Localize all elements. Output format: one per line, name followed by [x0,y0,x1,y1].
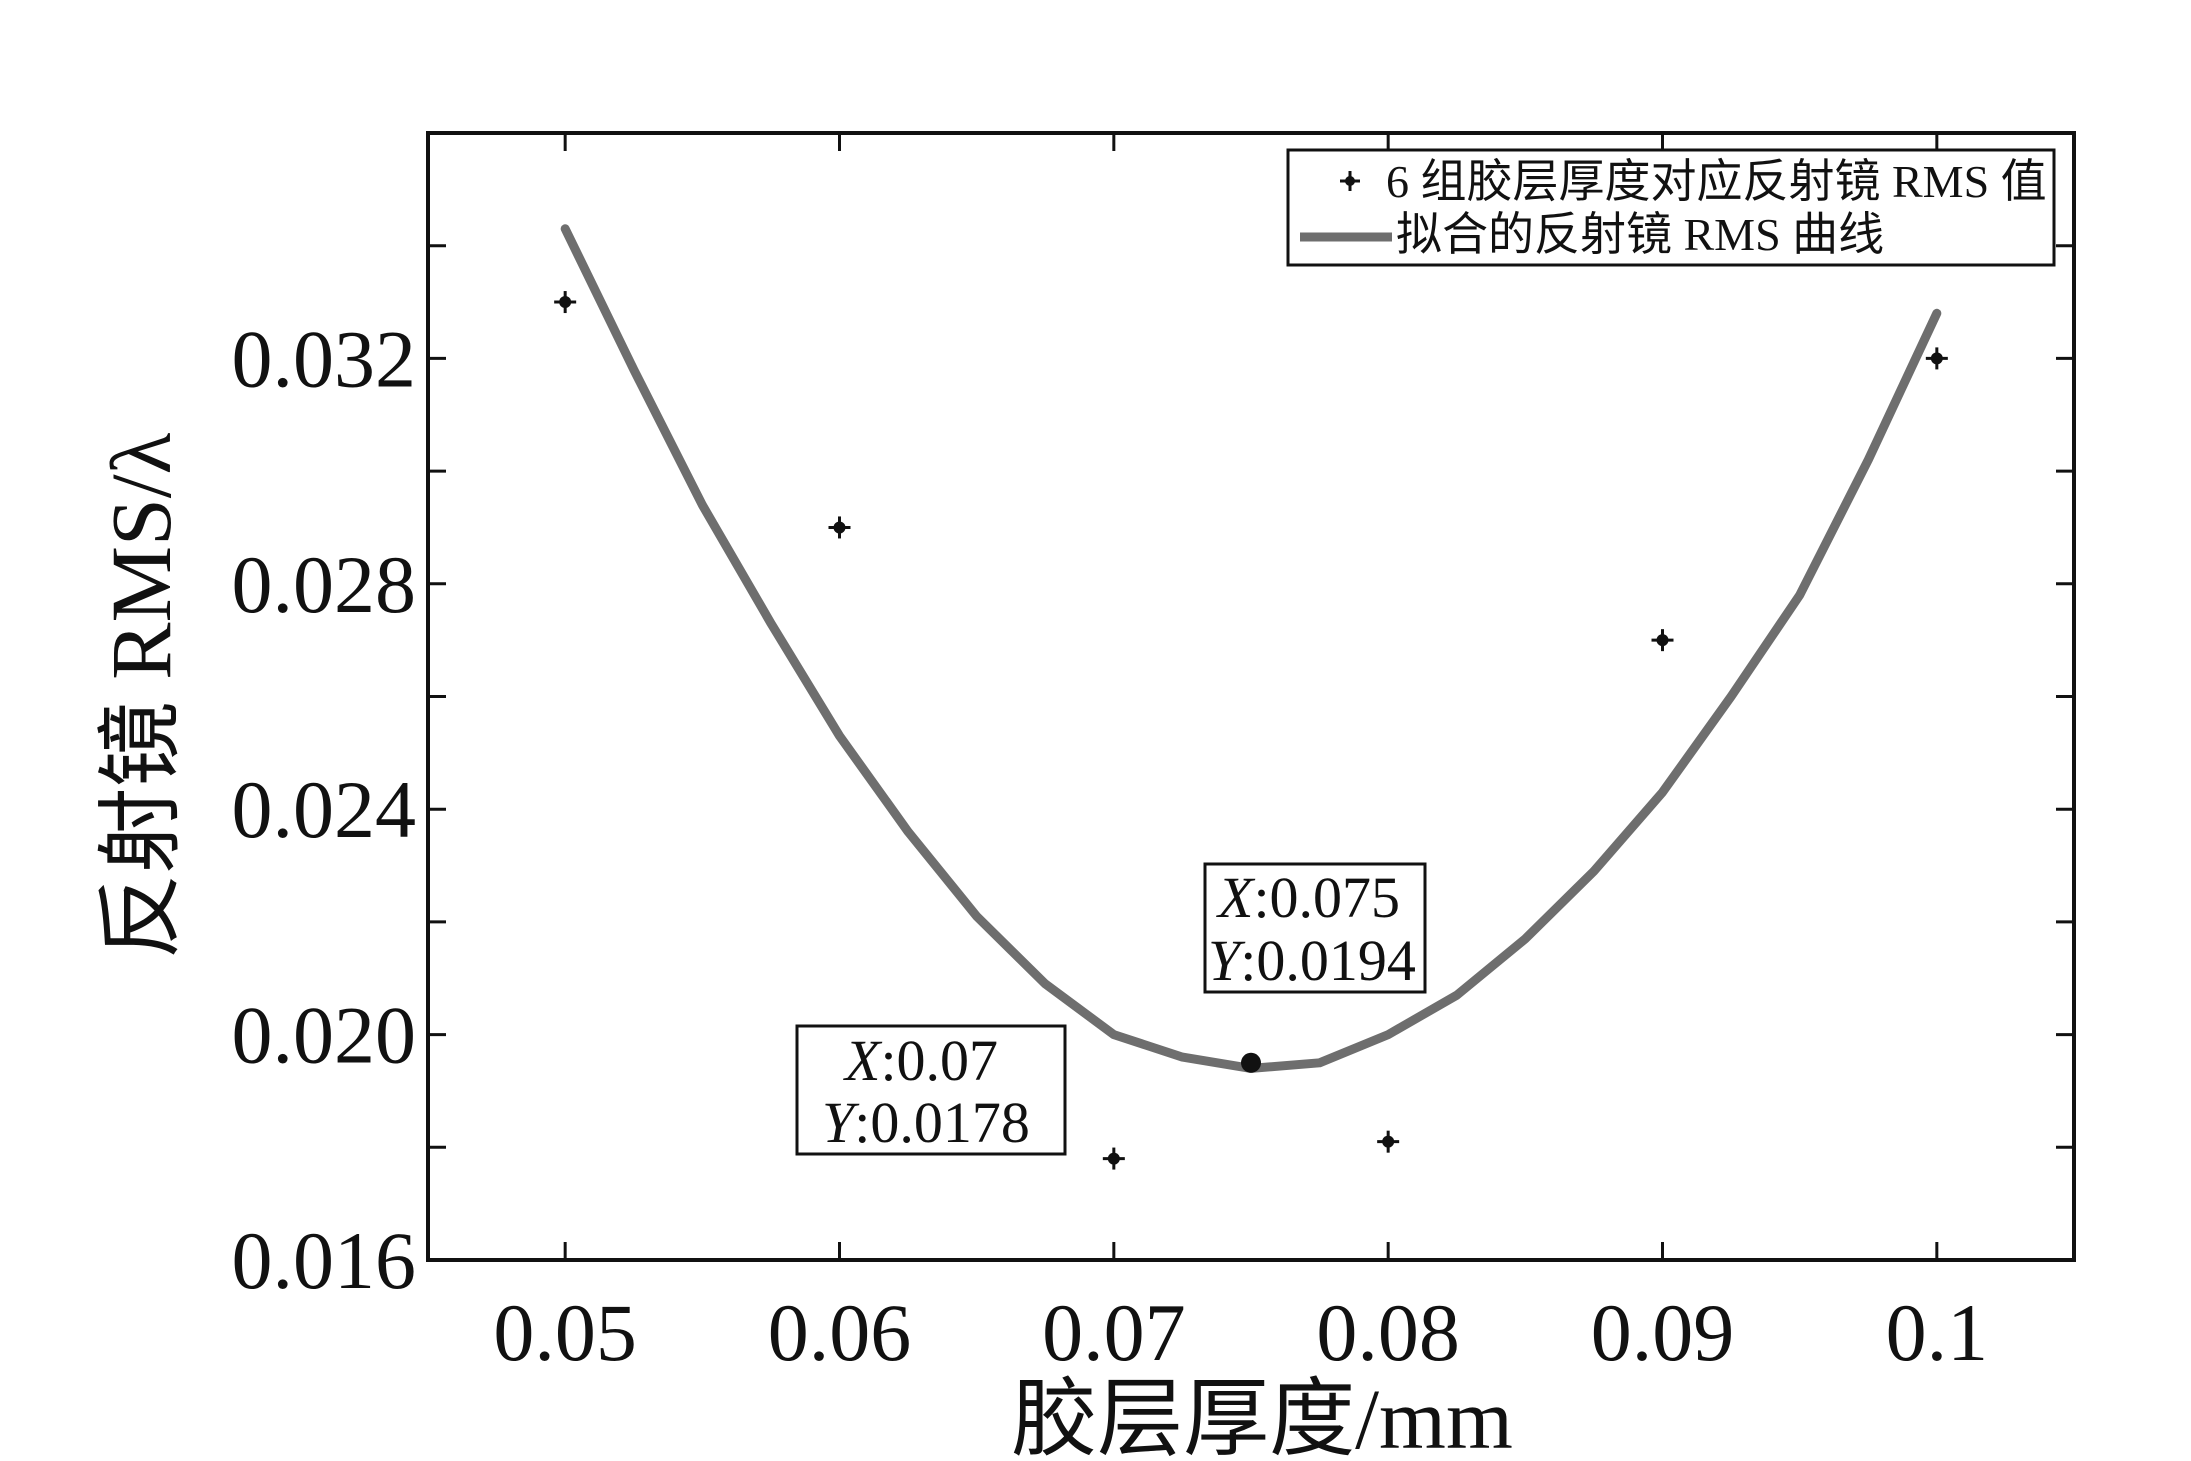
legend-box [1286,148,2056,267]
data-point-2 [1102,1147,1125,1170]
plot-frame [426,131,2076,1262]
y-tick-label-3: 0.028 [232,539,417,630]
annotation-fit-min-x: X:0.075 [1216,865,1400,930]
x-tick-label-2: 0.07 [1042,1287,1186,1378]
y-tick-label-2: 0.024 [232,764,417,855]
annotation-data-point-y-label: Y [822,1090,860,1155]
x-tick-label-0: 0.05 [493,1287,637,1378]
x-tick-label-3: 0.08 [1316,1287,1460,1378]
annotation-fit-min-y-label: Y [1208,928,1246,993]
legend-marker-scatter [1340,171,1360,191]
annotation-data-point-x: X:0.07 [843,1028,998,1093]
fit-minimum-dot [1241,1052,1261,1073]
annotation-fit-min-box [1203,862,1427,994]
data-point-5 [1925,347,1948,370]
data-point-1 [828,516,851,539]
x-axis-tick-labels: 0.05 0.06 0.07 0.08 0.09 0.1 [493,1287,1988,1378]
data-point-0 [554,291,577,314]
annotation-data-point-x-value: :0.07 [880,1028,998,1093]
annotation-data-point-x-label: X [843,1028,883,1093]
legend-label-line: 拟合的反射镜 RMS 曲线 [1396,209,1884,260]
x-tick-label-4: 0.09 [1591,1287,1735,1378]
annotation-data-point-box [795,1024,1067,1156]
annotation-data-point-y-value: :0.0178 [854,1090,1030,1155]
scatter-points [554,291,1948,1170]
annotation-fit-min-y-value: :0.0194 [1240,928,1416,993]
annotation-data-point: X:0.07 Y:0.0178 [795,1024,1067,1156]
y-axis-title: 反射镜 RMS/λ [93,432,189,959]
annotation-data-point-y: Y:0.0178 [822,1090,1030,1155]
annotation-fit-min-y: Y:0.0194 [1208,928,1416,993]
annotation-fit-min: X:0.075 Y:0.0194 [1203,862,1427,994]
y-tick-label-4: 0.032 [232,313,417,404]
x-tick-label-5: 0.1 [1886,1287,1989,1378]
axis-ticks [428,133,2074,1262]
annotation-fit-min-x-label: X [1216,865,1256,930]
legend-label-scatter: 6 组胶层厚度对应反射镜 RMS 值 [1386,156,2047,207]
legend: 6 组胶层厚度对应反射镜 RMS 值 拟合的反射镜 RMS 曲线 [1286,148,2056,267]
data-point-3 [1377,1130,1400,1153]
x-axis-title: 胶层厚度/mm [1011,1371,1513,1461]
data-point-4 [1651,629,1674,652]
y-axis-tick-labels: 0.016 0.020 0.024 0.028 0.032 [232,313,417,1306]
annotation-fit-min-x-value: :0.075 [1253,865,1400,930]
y-tick-label-0: 0.016 [232,1215,417,1306]
y-tick-label-1: 0.020 [232,990,417,1081]
fit-minimum-marker [1241,1052,1261,1073]
x-tick-label-1: 0.06 [768,1287,912,1378]
